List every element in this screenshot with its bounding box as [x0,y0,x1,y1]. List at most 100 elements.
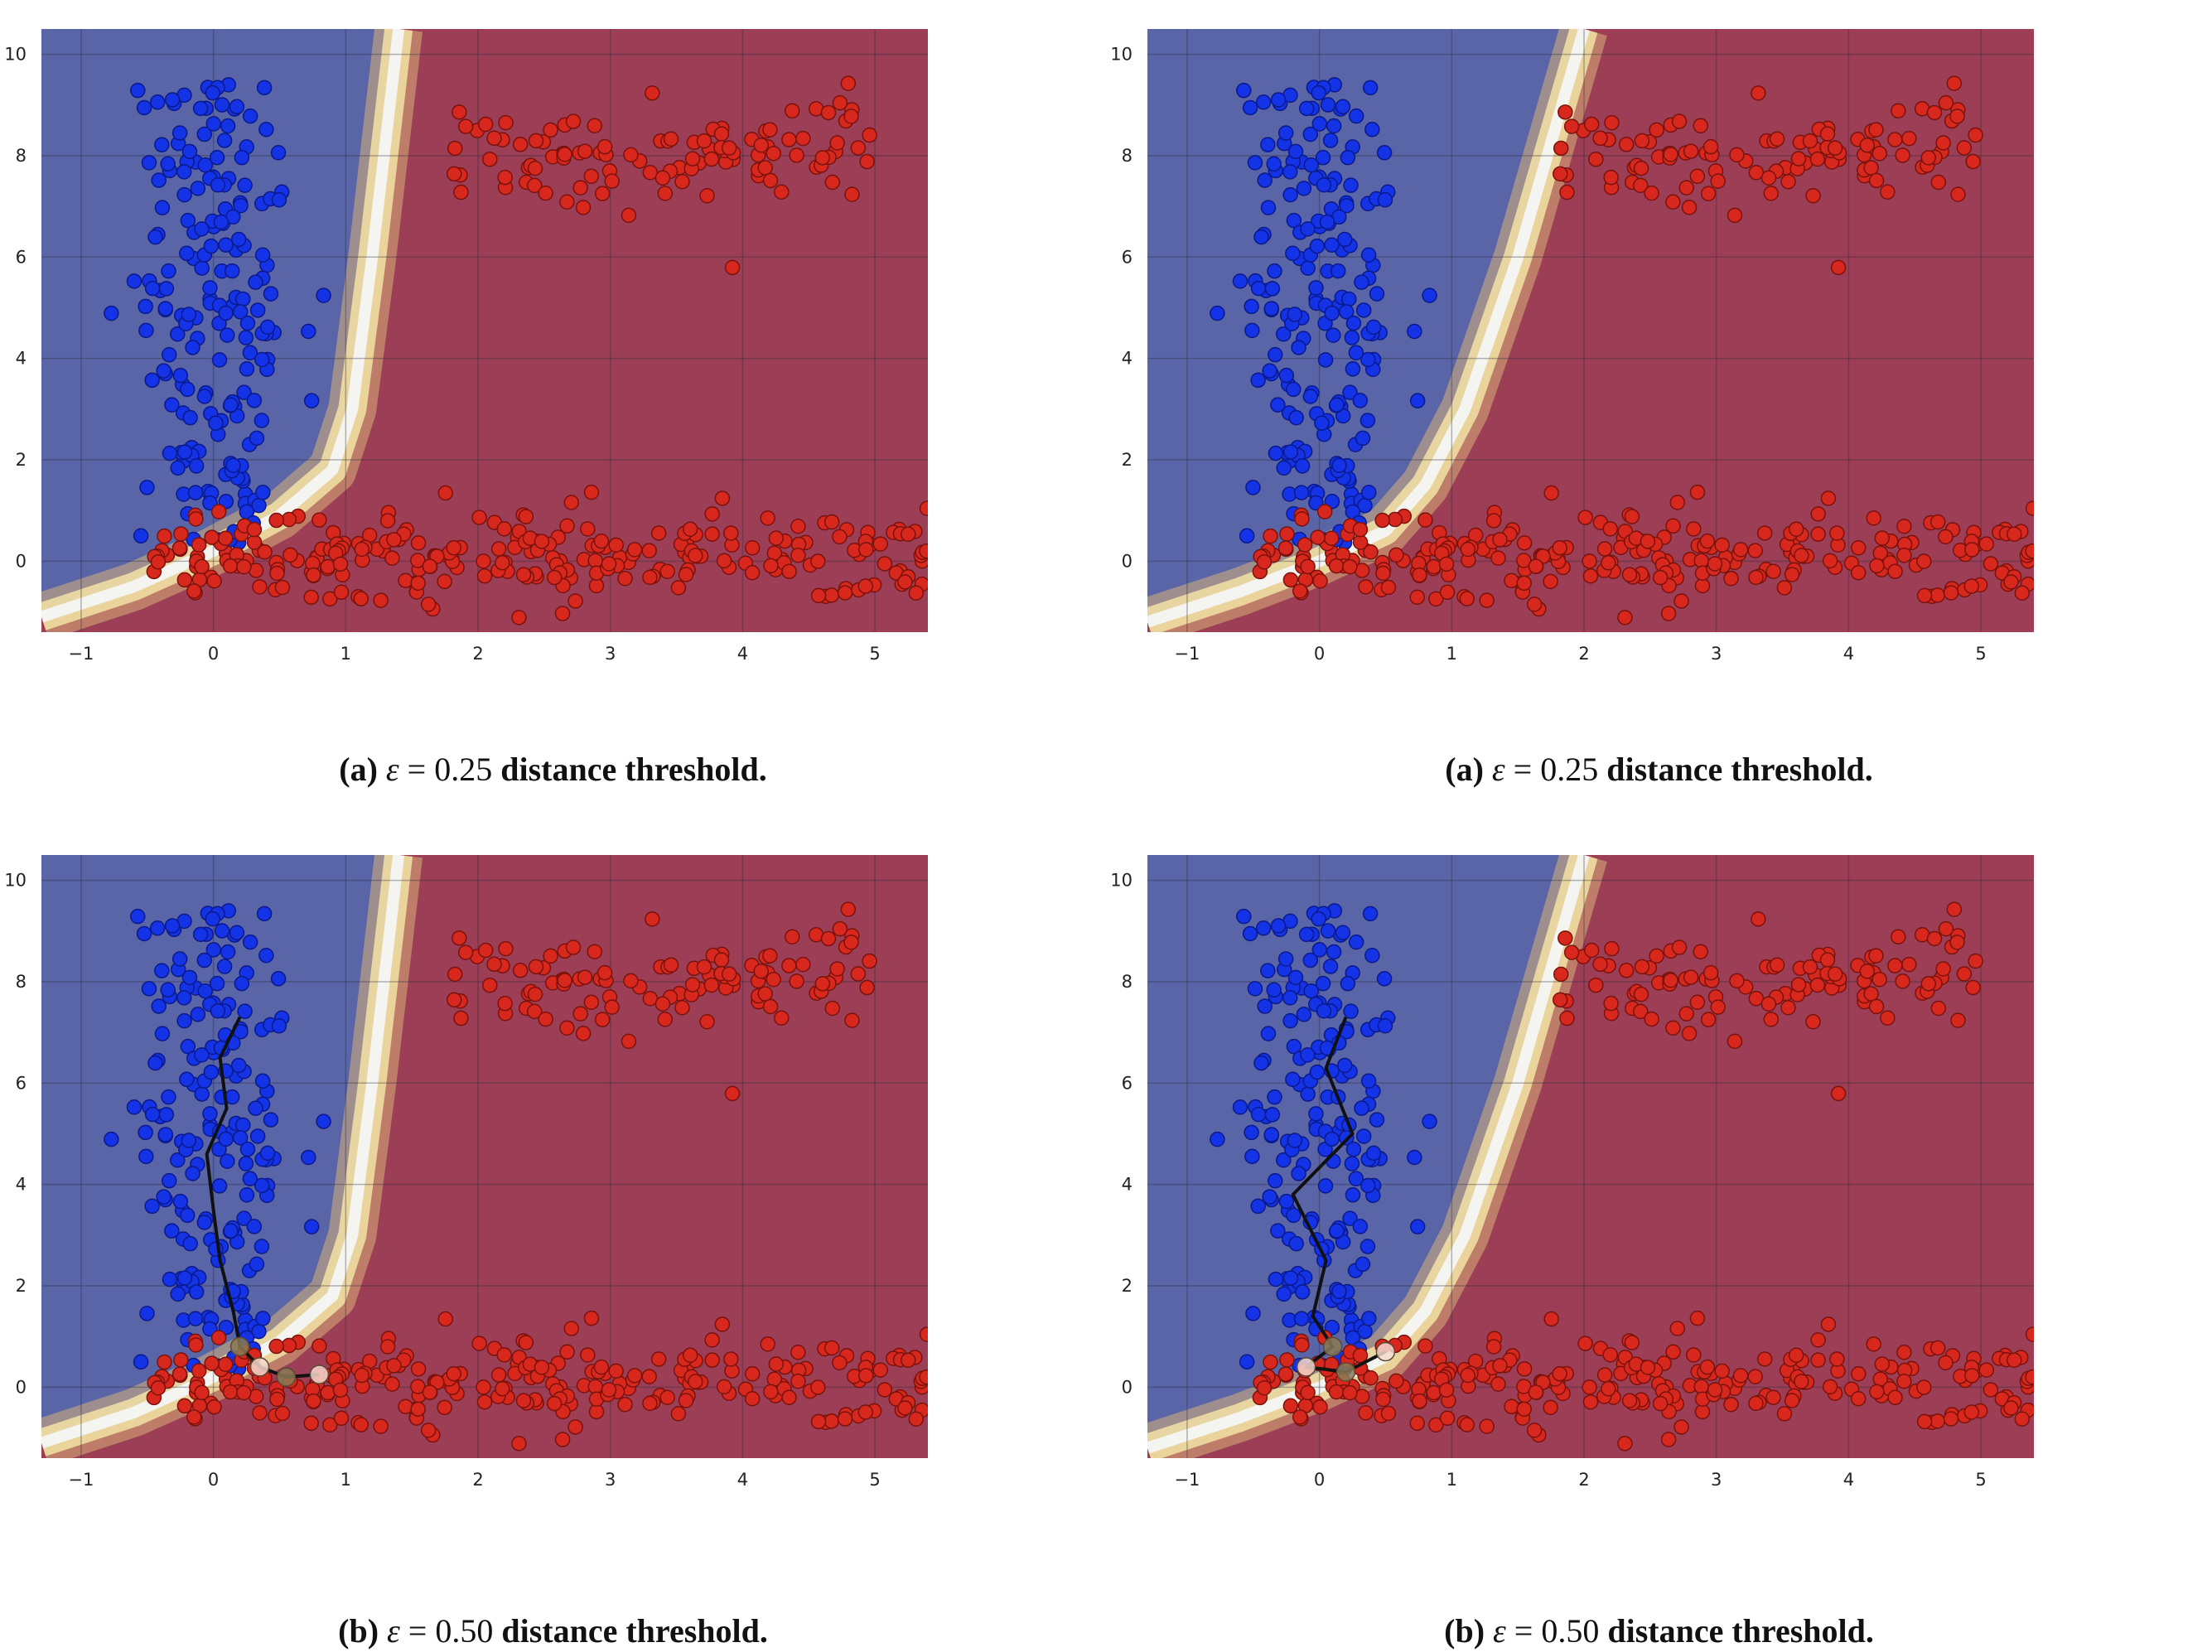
data-point [1479,1418,1495,1434]
data-point [645,85,660,101]
data-point [1278,1193,1295,1210]
data-point [203,238,220,254]
data-point [1693,944,1709,959]
data-point [1270,92,1287,108]
data-point [1267,263,1282,279]
data-point [181,969,198,986]
data-point [217,1356,234,1372]
data-point [301,323,316,340]
x-tick-label: 3 [605,1470,616,1490]
data-point [220,1153,235,1169]
data-point [1588,151,1604,167]
data-point [594,1012,611,1027]
data-point [1516,1401,1532,1418]
data-point [1326,327,1341,343]
data-point [814,976,831,992]
data-point [623,147,639,163]
data-point [1683,969,1699,985]
data-point [1938,1355,1954,1371]
data-point [1827,966,1843,982]
data-point [1552,539,1567,556]
data-point [270,145,287,161]
data-point [1276,1152,1292,1168]
data-point [1288,1235,1304,1252]
data-point [1267,346,1283,363]
data-point [1360,413,1376,428]
data-point [1748,164,1765,181]
data-point [1964,542,1980,558]
data-point [534,534,550,549]
data-point [1279,1352,1295,1368]
data-point [268,1338,284,1355]
data-point [1983,556,1999,572]
data-point [1360,247,1377,263]
data-point [1748,1395,1764,1412]
data-point [1344,1156,1360,1171]
data-point [1829,525,1845,541]
data-point [333,584,350,601]
data-point [908,1411,925,1427]
data-point [840,75,857,91]
data-point [490,1367,507,1383]
data-point [723,525,739,541]
data-point [1868,122,1884,138]
data-point [1267,1089,1282,1105]
data-point [196,952,213,968]
y-tick-label: 10 [4,871,27,891]
data-point [1582,553,1597,569]
data-point [872,1362,889,1378]
data-point [1479,592,1495,608]
data-point [626,1368,643,1384]
data-point [762,948,778,964]
data-point [185,1166,200,1181]
data-point [1895,973,1910,989]
data-point [1618,137,1635,152]
data-point [154,137,170,152]
data-point [1490,1376,1506,1392]
caption-epsilon: ε [1491,751,1505,788]
data-point [897,574,913,590]
data-point [1896,518,1912,534]
data-point [410,1379,426,1394]
caption-equation: = 0.25 [1513,751,1599,788]
data-point [1780,999,1796,1016]
data-point [1300,558,1316,575]
data-point [133,528,149,544]
data-point [1649,948,1664,964]
data-point [1352,1219,1369,1234]
data-point [1264,281,1281,297]
data-point [565,940,582,955]
data-point [151,172,167,188]
data-point [196,1215,213,1230]
data-point [154,963,170,978]
data-point [149,94,166,110]
data-point [1710,173,1726,189]
caption-bottom-left: (b) ε = 0.50 distance threshold. [0,1611,1106,1650]
data-point [1543,1399,1558,1416]
data-point [452,930,467,946]
data-point [1232,273,1248,289]
data-point [151,998,167,1014]
data-point [1693,118,1709,133]
data-point [1516,535,1533,551]
data-point [1577,1336,1593,1351]
data-point [704,1352,720,1368]
data-point [161,263,176,279]
data-point [641,1369,657,1384]
data-point [206,1399,222,1415]
data-point [218,1131,234,1147]
data-point [674,999,690,1016]
data-point [1673,593,1689,609]
data-point [1422,287,1437,303]
data-point [1377,1018,1393,1034]
data-point [1592,956,1608,973]
data-point [144,1106,161,1123]
data-point [559,1020,575,1036]
x-tick-label: 1 [340,644,351,664]
data-point [225,457,241,473]
data-point [1294,458,1311,474]
data-point [1689,168,1706,184]
path-step-marker [1322,1336,1343,1357]
data-point [528,959,544,975]
data-point [1250,280,1267,297]
